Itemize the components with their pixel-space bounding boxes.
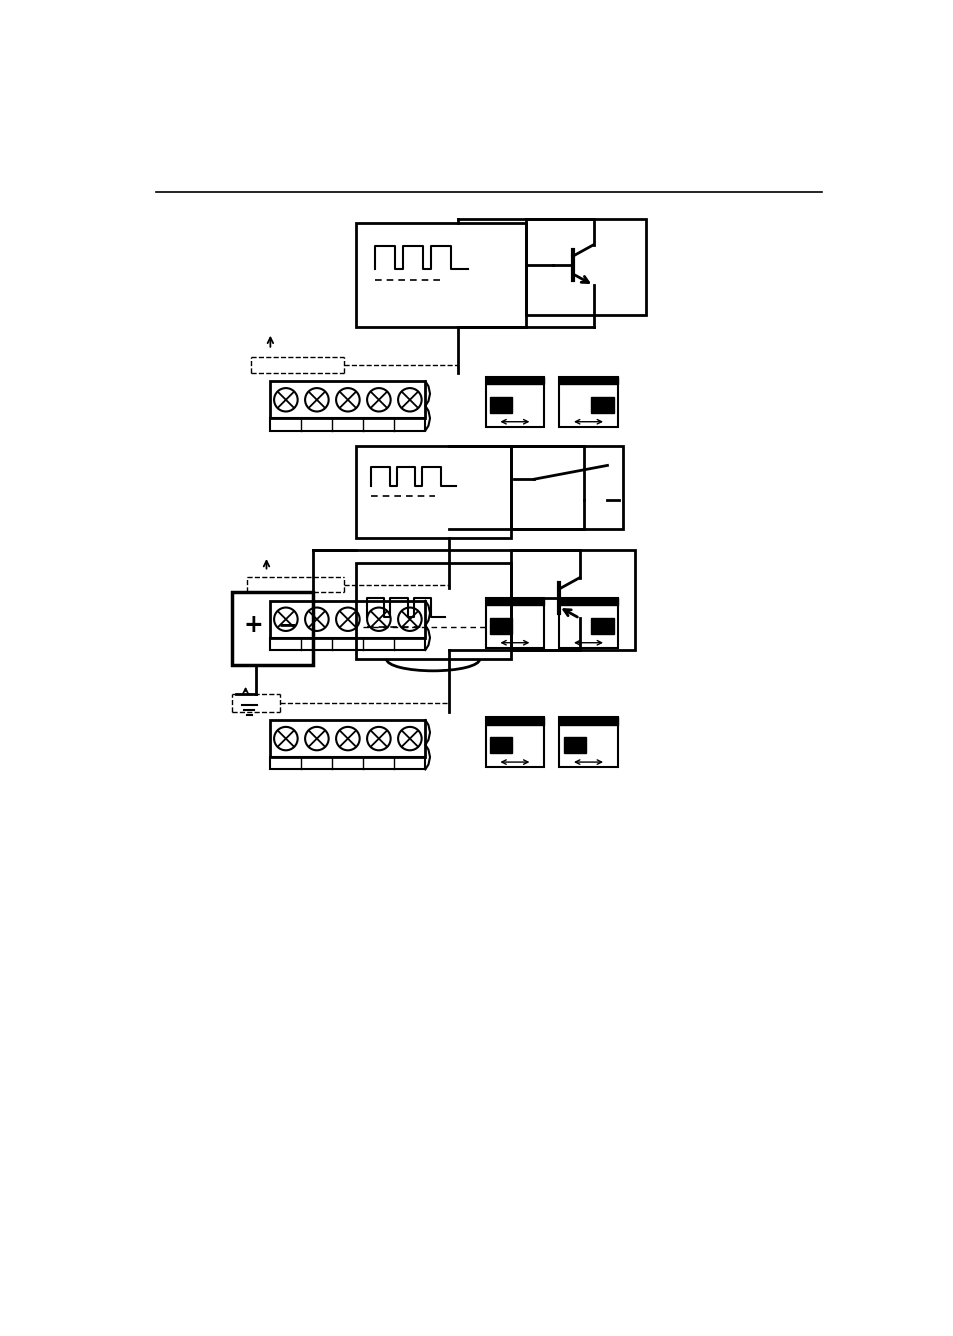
Bar [355,223,525,326]
Bar [270,418,425,430]
Bar [490,617,512,633]
Bar [270,381,425,418]
Bar [591,397,613,413]
Bar [270,720,425,758]
Bar [525,219,645,315]
Bar [355,562,510,659]
Bar [485,377,543,385]
Bar [490,397,512,413]
Bar [270,637,425,651]
Bar [485,597,543,648]
Bar [270,758,425,770]
Bar [485,717,543,767]
Bar [558,717,617,767]
Bar [270,601,425,637]
Bar [558,377,617,426]
Bar [490,737,512,754]
Bar [558,377,617,385]
Bar [232,592,313,665]
Bar [510,550,634,651]
Bar [510,446,622,529]
Bar [485,717,543,724]
Bar [591,617,613,633]
Bar [558,597,617,648]
Bar [485,597,543,605]
Bar [355,446,510,538]
Text: −: − [277,613,297,637]
Bar [558,597,617,605]
Bar [485,377,543,426]
Bar [563,737,585,754]
Text: +: + [243,613,263,637]
Bar [558,717,617,724]
